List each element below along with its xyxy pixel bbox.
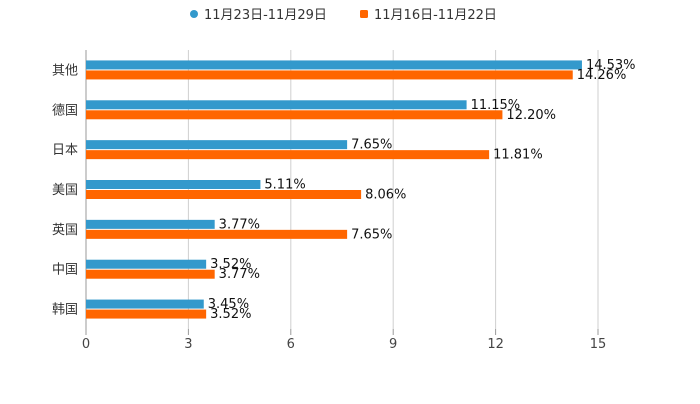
x-tick-label: 15	[590, 337, 607, 352]
data-label: 5.11%	[264, 178, 305, 193]
bar-series1[interactable]	[86, 299, 204, 309]
data-label: 3.77%	[219, 217, 260, 232]
legend-marker-series2[interactable]	[360, 10, 368, 18]
bar-series1[interactable]	[86, 100, 467, 110]
data-label: 7.65%	[351, 138, 392, 153]
bar-series2[interactable]	[86, 150, 490, 160]
x-tick-label: 0	[82, 337, 90, 352]
data-label: 8.06%	[365, 188, 406, 203]
bar-series2[interactable]	[86, 110, 503, 120]
category-label: 中国	[52, 263, 78, 278]
data-label: 3.77%	[219, 267, 260, 282]
category-label: 韩国	[52, 303, 78, 318]
data-label: 3.52%	[210, 257, 251, 272]
bar-series1[interactable]	[86, 60, 582, 70]
category-label: 日本	[52, 143, 78, 158]
data-label: 12.20%	[506, 108, 556, 123]
bar-series2[interactable]	[86, 309, 207, 319]
bar-series1[interactable]	[86, 180, 261, 189]
bar-series2[interactable]	[86, 70, 573, 80]
data-label: 14.26%	[577, 68, 627, 83]
category-label: 美国	[52, 183, 78, 198]
bar-series2[interactable]	[86, 269, 215, 279]
x-tick-label: 6	[287, 337, 295, 352]
legend-label[interactable]: 11月16日-11月22日	[374, 8, 497, 23]
data-label: 14.53%	[586, 58, 636, 73]
x-tick-label: 9	[389, 337, 397, 352]
bar-series2[interactable]	[86, 229, 348, 239]
legend-label[interactable]: 11月23日-11月29日	[204, 8, 327, 23]
category-label: 德国	[52, 103, 78, 118]
data-label: 11.81%	[493, 148, 543, 163]
x-tick-label: 3	[184, 337, 192, 352]
data-label: 3.45%	[208, 297, 249, 312]
legend-marker-series1[interactable]	[190, 10, 198, 18]
category-label: 其他	[52, 63, 78, 78]
data-label: 7.65%	[351, 227, 392, 242]
data-label: 3.52%	[210, 307, 251, 322]
bar-series1[interactable]	[86, 219, 215, 229]
category-label: 英国	[52, 223, 78, 238]
bar-series1[interactable]	[86, 259, 207, 269]
bar-series1[interactable]	[86, 140, 348, 150]
x-tick-label: 12	[487, 337, 504, 352]
data-label: 11.15%	[471, 98, 521, 113]
bar-series2[interactable]	[86, 190, 362, 199]
